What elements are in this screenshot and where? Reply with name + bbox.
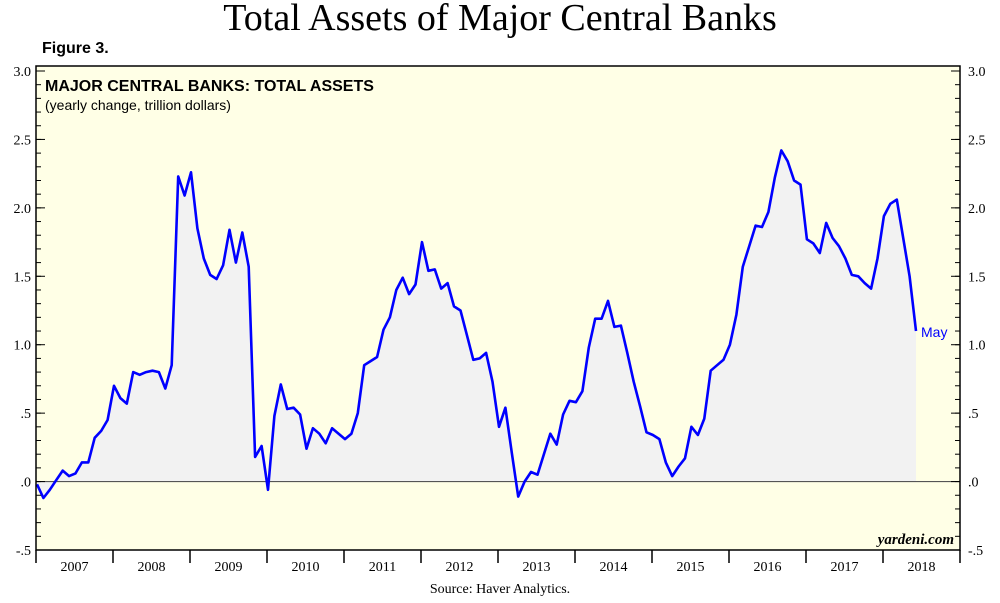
- x-tick-label: 2017: [831, 560, 859, 575]
- y-tick-label-left: .0: [21, 476, 32, 491]
- area-fill: [37, 150, 916, 498]
- figure-label: Figure 3.: [42, 40, 109, 57]
- y-tick-label-right: 2.0: [968, 202, 986, 217]
- y-tick-label-right: .0: [968, 476, 979, 491]
- y-tick-label-left: .5: [21, 407, 32, 422]
- x-tick-label: 2015: [677, 560, 705, 575]
- chart-title: MAJOR CENTRAL BANKS: TOTAL ASSETS: [45, 78, 374, 95]
- y-tick-label-left: -.5: [16, 544, 31, 559]
- x-tick-label: 2008: [138, 560, 166, 575]
- y-tick-label-left: 1.0: [14, 339, 32, 354]
- last-value-label: May: [921, 324, 947, 340]
- y-tick-label-right: 3.0: [968, 65, 986, 80]
- watermark: yardeni.com: [876, 532, 954, 548]
- source-note: Source: Haver Analytics.: [429, 582, 571, 597]
- y-tick-label-right: .5: [968, 407, 979, 422]
- series-line: [35, 149, 918, 500]
- y-tick-label-right: 1.5: [968, 270, 986, 285]
- y-tick-label-left: 2.5: [14, 133, 32, 148]
- page-title: Total Assets of Major Central Banks: [223, 0, 777, 39]
- x-tick-label: 2016: [754, 560, 782, 575]
- x-tick-label: 2009: [215, 560, 243, 575]
- x-tick-label: 2014: [600, 560, 628, 575]
- y-tick-label-right: 2.5: [968, 133, 986, 148]
- x-tick-label: 2018: [908, 560, 936, 575]
- x-tick-label: 2013: [523, 560, 551, 575]
- y-tick-label-left: 2.0: [14, 202, 32, 217]
- y-tick-label-right: -.5: [968, 544, 983, 559]
- x-tick-label: 2012: [446, 560, 474, 575]
- x-tick-label: 2007: [61, 560, 89, 575]
- y-tick-label-left: 1.5: [14, 270, 32, 285]
- y-tick-label-left: 3.0: [14, 65, 32, 80]
- chart-subtitle: (yearly change, trillion dollars): [45, 97, 231, 113]
- x-tick-label: 2011: [369, 560, 396, 575]
- y-tick-label-right: 1.0: [968, 339, 986, 354]
- x-tick-label: 2010: [292, 560, 320, 575]
